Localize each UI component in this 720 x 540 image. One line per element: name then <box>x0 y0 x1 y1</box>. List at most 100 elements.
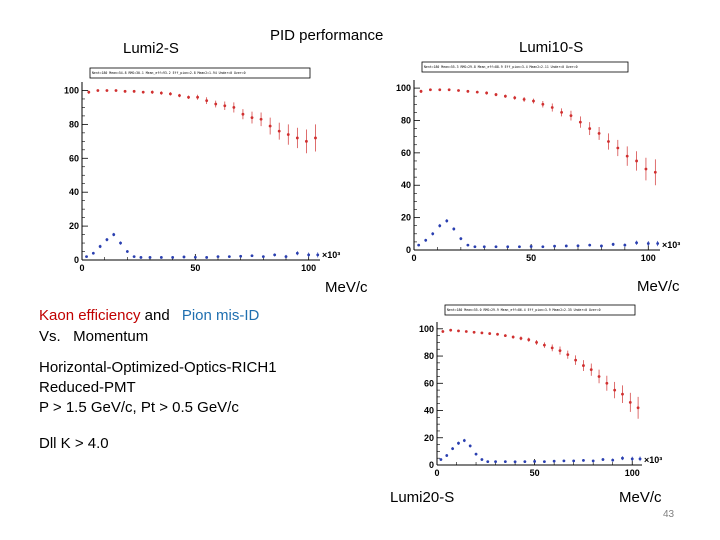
kaon-data-point <box>114 89 118 92</box>
pion-data-point <box>105 238 109 242</box>
pion-data-point <box>482 245 486 249</box>
pion-data-point <box>576 244 580 248</box>
slide-title: PID performance <box>270 27 384 44</box>
kaon-data-point <box>178 94 181 97</box>
plot-lumi20-svg: Nent=180 Mean=55.0 RMS=29.9 Mean_eff=86.… <box>419 304 662 478</box>
kaon-data-point <box>419 89 423 93</box>
pion-data-point <box>316 253 320 257</box>
kaon-data-point <box>457 89 460 92</box>
kaon-data-point <box>511 335 515 339</box>
plot-lumi20: Nent=180 Mean=55.0 RMS=29.9 Mean_eff=86.… <box>415 300 680 480</box>
pion-data-point <box>182 255 186 259</box>
x-tick-label: 100 <box>301 263 316 273</box>
kaon-data-point <box>132 89 136 93</box>
pion-data-point <box>611 242 615 246</box>
kaon-data-point <box>613 388 617 392</box>
config-line-optics: Horizontal-Optimized-Optics-RICH1 <box>39 359 277 376</box>
kaon-data-point <box>159 91 163 95</box>
config-line-pmt: Reduced-PMT <box>39 379 136 396</box>
pion-data-point <box>91 251 95 255</box>
pion-data-point <box>600 244 603 248</box>
kaon-data-point <box>636 406 640 410</box>
pion-data-point <box>486 460 490 463</box>
kaon-data-point <box>241 112 245 116</box>
x-tick-label: 100 <box>641 253 656 263</box>
pion-data-point <box>623 243 627 247</box>
pion-data-point <box>417 243 421 247</box>
pion-data-point <box>457 441 460 445</box>
kaon-data-point <box>438 88 442 92</box>
x-multiplier-label: ×10³ <box>662 240 680 250</box>
kaon-data-point <box>480 331 484 335</box>
x-tick-label: 100 <box>625 468 640 478</box>
pion-data-point <box>480 458 484 461</box>
kaon-data-point <box>597 375 601 378</box>
kaon-data-point <box>214 102 218 106</box>
pion-data-point <box>216 255 220 259</box>
kaon-data-point <box>187 95 190 99</box>
pion-data-point <box>295 251 299 255</box>
stat-box <box>421 61 629 73</box>
pion-data-point <box>572 459 576 463</box>
pion-data-point <box>638 457 642 461</box>
kaon-data-point <box>535 341 538 344</box>
plot-label-lumi20: Lumi20-S <box>390 489 455 506</box>
pion-data-point <box>227 255 231 259</box>
page-number: 43 <box>663 509 675 520</box>
pion-data-point <box>284 255 288 259</box>
pion-data-point <box>494 460 497 463</box>
kaon-data-point <box>519 336 523 340</box>
config-line-cuts: P > 1.5 GeV/c, Pt > 0.5 GeV/c <box>39 399 239 416</box>
pion-data-point <box>445 454 449 457</box>
y-tick-label: 60 <box>424 378 434 388</box>
pion-data-point <box>503 460 507 463</box>
pion-data-point <box>132 255 136 259</box>
kaon-data-point <box>503 94 507 98</box>
kaon-data-point <box>496 332 499 336</box>
x-multiplier-label: ×10³ <box>644 455 662 465</box>
kaon-data-point <box>123 89 127 93</box>
kaon-data-point <box>250 116 254 119</box>
pion-data-point <box>562 459 566 463</box>
kaon-data-point <box>314 136 317 140</box>
kaon-data-point <box>574 358 578 362</box>
pion-data-point <box>513 460 517 464</box>
pion-data-point <box>273 253 277 257</box>
kaon-data-point <box>441 330 445 333</box>
y-tick-label: 60 <box>69 153 79 163</box>
y-tick-label: 20 <box>69 221 79 231</box>
y-tick-label: 80 <box>424 351 434 361</box>
kaon-data-point <box>429 88 432 92</box>
kaon-data-point <box>582 364 585 367</box>
kaon-data-point <box>566 353 570 357</box>
pion-data-point <box>523 460 527 463</box>
pion-data-point <box>445 219 449 223</box>
kaon-data-point <box>607 140 610 143</box>
stat-box <box>444 304 636 316</box>
kaon-data-point <box>550 346 554 350</box>
pion-data-point <box>439 458 443 461</box>
kaon-data-point <box>589 368 593 372</box>
pion-data-point <box>591 459 595 463</box>
kaon-data-point <box>150 90 154 94</box>
kaon-data-point <box>205 99 209 103</box>
kaon-data-point <box>558 349 562 352</box>
kaon-data-point <box>628 400 632 404</box>
pion-data-point <box>205 256 209 259</box>
pion-data-point <box>466 243 470 247</box>
plot-label-lumi10: Lumi10-S <box>519 39 584 56</box>
stat-box <box>89 67 311 79</box>
vs-momentum-line: Vs. Momentum <box>39 328 149 345</box>
pion-data-point <box>468 444 472 448</box>
kaon-data-point <box>268 124 272 128</box>
kaon-data-point <box>305 139 308 143</box>
kaon-data-point <box>96 89 100 92</box>
pion-data-point <box>611 458 615 462</box>
kaon-data-point <box>105 89 109 92</box>
plot-lumi10-svg: Nent=180 Mean=55.3 RMS=29.8 Mean_eff=88.… <box>396 61 680 263</box>
pion-data-point <box>621 456 624 460</box>
pion-data-point <box>518 245 521 249</box>
stat-box-text: Nent=180 Mean=55.0 RMS=29.9 Mean_eff=86.… <box>447 308 601 312</box>
kaon-data-point <box>522 98 526 101</box>
legend-line: Kaon efficiency and Pion mis-ID <box>39 306 259 325</box>
